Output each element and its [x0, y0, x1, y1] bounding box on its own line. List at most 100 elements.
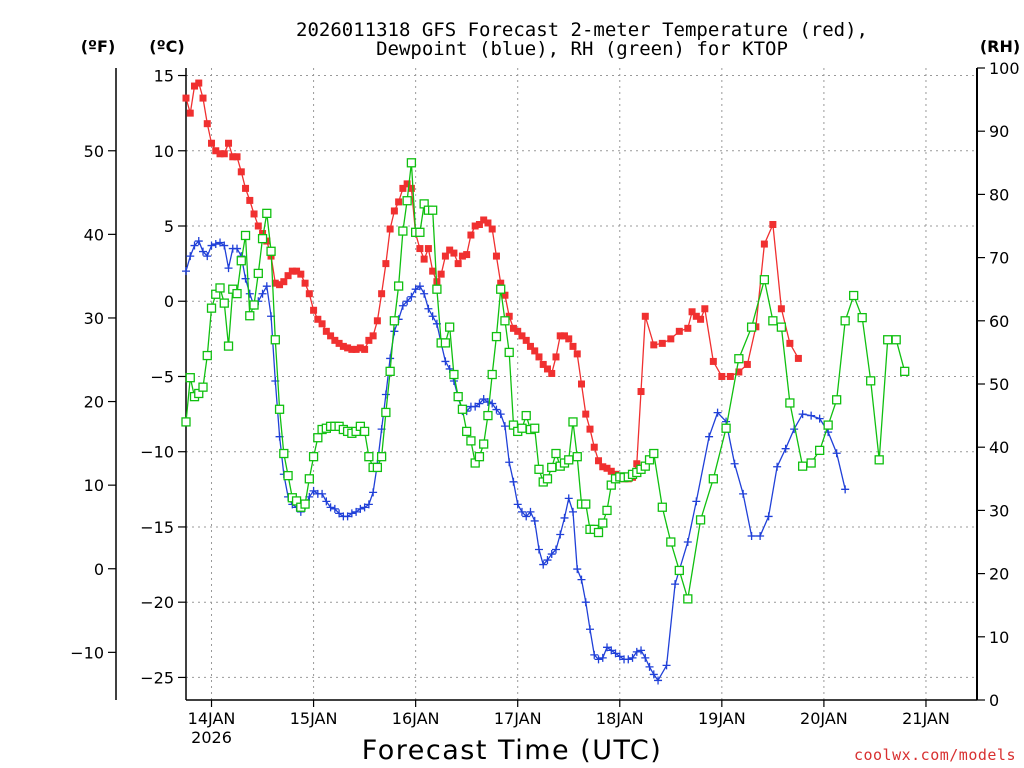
- temperature-point: [284, 272, 292, 280]
- temperature-point: [297, 270, 305, 278]
- temperature-point: [684, 324, 692, 332]
- series-dewpoint: [182, 237, 850, 685]
- temperature-point: [356, 344, 364, 352]
- temperature-point: [254, 222, 262, 230]
- temperature-point: [709, 357, 717, 365]
- celsius-tick-label: 5: [164, 217, 174, 236]
- celsius-tick-label: 0: [164, 292, 174, 311]
- temperature-point: [543, 365, 551, 373]
- dewpoint-point: [233, 244, 242, 253]
- series: [181, 79, 910, 685]
- temperature-point: [607, 467, 615, 475]
- dewpoint-point: [441, 357, 450, 366]
- x-axis-label: Forecast Time (UTC): [362, 735, 663, 766]
- rh-point: [496, 284, 506, 294]
- chart-title-line-1: 2026011318 GFS Forecast 2-meter Temperat…: [296, 19, 868, 41]
- rh-tick-label: 80: [989, 185, 1009, 204]
- temperature-point: [471, 222, 479, 230]
- temperature-point: [578, 380, 585, 388]
- rh-point: [759, 275, 770, 285]
- dewpoint-point: [841, 485, 850, 494]
- dewpoint-point: [645, 662, 654, 671]
- rh-point: [768, 316, 778, 326]
- temperature-point: [237, 168, 245, 176]
- fahrenheit-tick-label: 0: [94, 560, 104, 579]
- rh-point: [257, 233, 268, 244]
- rh-tick-label: 60: [989, 312, 1009, 331]
- series-temperature: [182, 79, 802, 483]
- temperature-point: [195, 79, 203, 87]
- temperature-point: [603, 464, 611, 472]
- temperature-point: [582, 410, 590, 418]
- dewpoint-point: [381, 390, 390, 399]
- temperature-point: [259, 230, 267, 238]
- temperature-point: [395, 198, 403, 206]
- rh-point: [598, 518, 608, 528]
- temperature-point: [186, 109, 194, 117]
- temperature-point: [560, 332, 568, 340]
- temperature-point: [271, 279, 279, 287]
- temperature-point: [437, 270, 445, 278]
- dewpoint-point: [186, 252, 195, 261]
- temperature-point: [378, 290, 386, 298]
- temperature-point: [373, 317, 381, 325]
- temperature-point: [488, 225, 496, 233]
- fahrenheit-axis-label: (ºF): [81, 37, 116, 56]
- rh-point: [219, 298, 229, 308]
- rh-line: [185, 162, 906, 600]
- rh-tick-label: 90: [989, 122, 1009, 141]
- rh-point: [398, 226, 408, 236]
- dewpoint-point: [611, 649, 620, 658]
- dewpoint-point: [428, 312, 437, 321]
- temperature-point: [701, 305, 709, 313]
- celsius-tick-label: 10: [154, 142, 174, 161]
- rh-point: [581, 499, 591, 509]
- dewpoint-point: [526, 507, 535, 516]
- dewpoint-point: [322, 497, 331, 506]
- rh-point: [445, 322, 455, 332]
- dewpoint-point: [807, 411, 816, 420]
- temperature-point: [633, 460, 641, 468]
- dewpoint-point: [730, 459, 739, 468]
- rh-point: [385, 366, 395, 377]
- celsius-axis-label: (ºC): [149, 37, 184, 56]
- rh-point: [466, 436, 476, 446]
- rh-point: [279, 448, 289, 459]
- rh-point: [453, 391, 463, 402]
- rh-point: [462, 426, 472, 437]
- rh-point: [500, 316, 510, 326]
- temperature-point: [552, 353, 560, 361]
- rh-point: [534, 464, 544, 474]
- temperature-point: [242, 184, 250, 192]
- rh-point: [274, 404, 285, 414]
- rh-point: [840, 316, 850, 326]
- dewpoint-point: [832, 449, 841, 458]
- temperature-point: [382, 260, 390, 268]
- temperature-point: [726, 372, 734, 380]
- temperature-point: [212, 147, 220, 155]
- dewpoint-point: [764, 512, 773, 521]
- rh-point: [428, 205, 438, 215]
- rh-point: [198, 382, 208, 392]
- dewpoint-point: [530, 516, 539, 525]
- temperature-point: [692, 312, 700, 320]
- temperature-point: [331, 336, 339, 344]
- dewpoint-point: [505, 458, 514, 467]
- temperature-point: [556, 332, 564, 340]
- dewpoint-point: [628, 653, 637, 662]
- temperature-point: [327, 332, 335, 340]
- temperature-point: [208, 139, 216, 147]
- rh-point: [874, 455, 884, 465]
- rh-point: [393, 281, 404, 291]
- dewpoint-point: [815, 414, 824, 423]
- dewpoint-point: [577, 575, 586, 584]
- temperature-point: [454, 260, 462, 268]
- temperature-point: [310, 306, 318, 314]
- dewpoint-point: [543, 556, 552, 565]
- temperature-point: [403, 180, 411, 188]
- dewpoint-point: [360, 503, 369, 512]
- rh-point: [300, 499, 310, 509]
- dewpoint-point: [330, 504, 339, 513]
- dewpoint-point: [475, 399, 484, 408]
